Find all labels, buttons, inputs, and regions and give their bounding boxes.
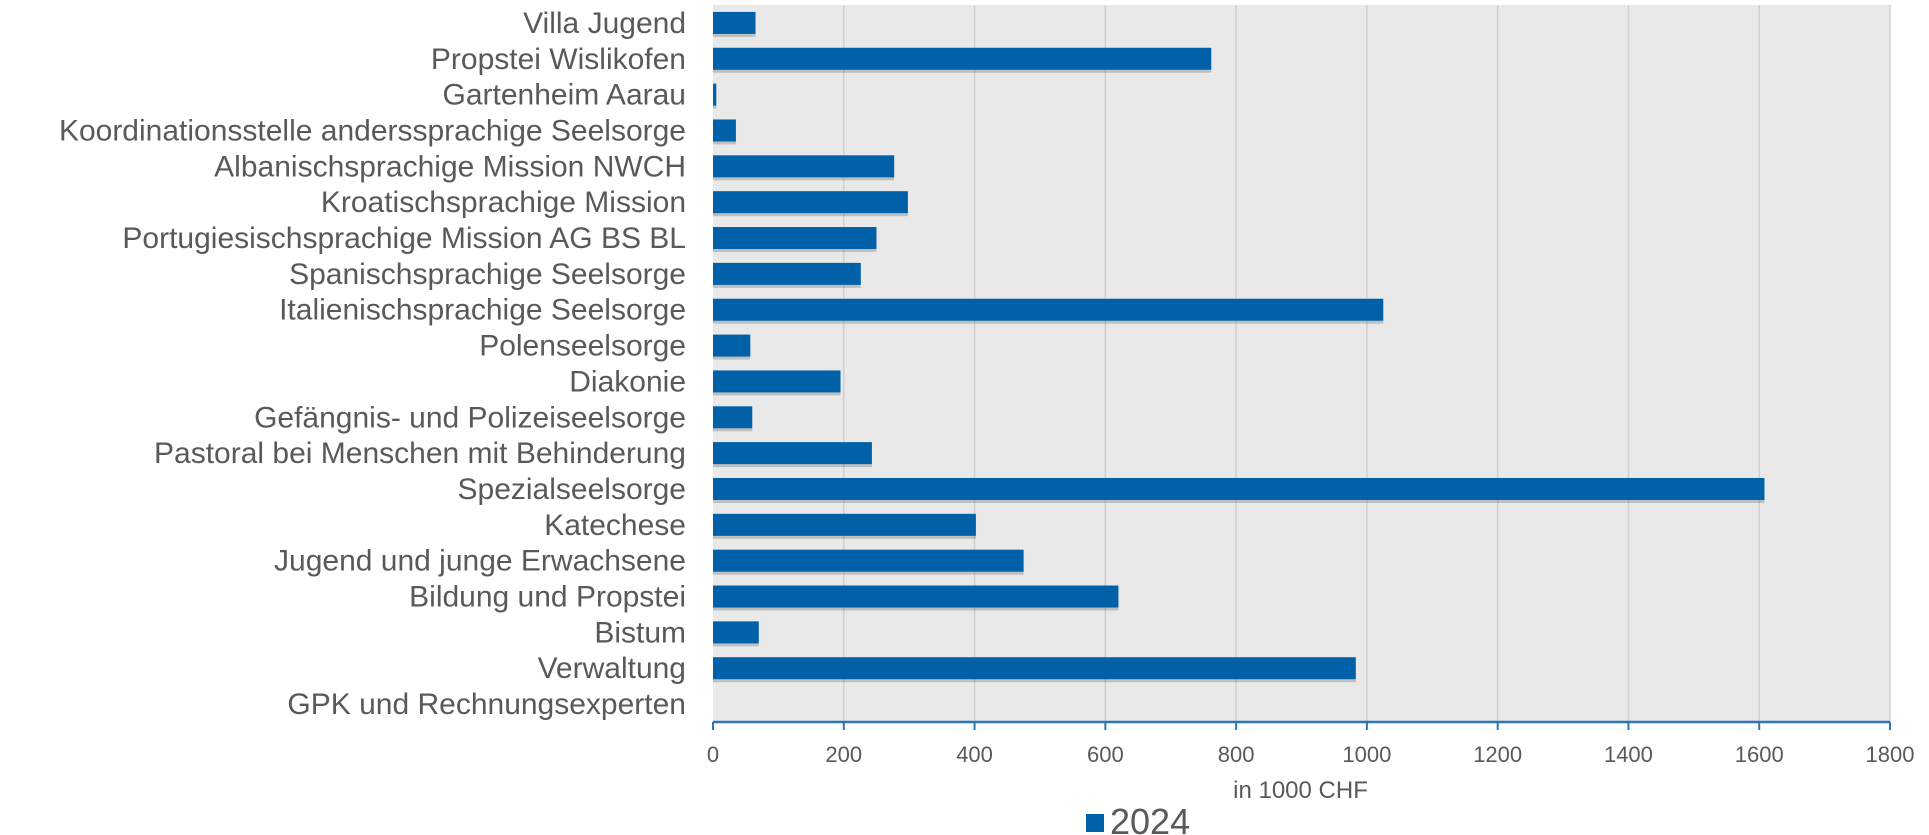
bar <box>713 406 753 429</box>
x-tick-label: 800 <box>1218 742 1255 767</box>
x-tick-label: 1400 <box>1604 742 1653 767</box>
x-tick-label: 1200 <box>1473 742 1522 767</box>
category-label: Verwaltung <box>538 652 686 685</box>
category-label: Portugiesischsprachige Mission AG BS BL <box>122 222 686 255</box>
x-tick-label: 200 <box>825 742 862 767</box>
x-tick-label: 1800 <box>1866 742 1915 767</box>
gridlines <box>843 5 1891 722</box>
category-label: Pastoral bei Menschen mit Behinderung <box>154 437 686 470</box>
bar <box>713 262 861 285</box>
x-axis <box>712 720 1891 730</box>
bar <box>713 477 1765 500</box>
bar <box>713 621 759 644</box>
category-label: Bildung und Propstei <box>409 581 686 614</box>
category-label: Bistum <box>594 616 686 649</box>
category-label: Polenseelsorge <box>479 330 686 363</box>
category-label: Koordinationsstelle anderssprachige Seel… <box>59 114 686 147</box>
bar <box>713 11 756 34</box>
x-tick-label: 0 <box>707 742 719 767</box>
category-label: Propstei Wislikofen <box>431 43 686 76</box>
x-tick-label: 1000 <box>1342 742 1391 767</box>
x-tick-label: 600 <box>1087 742 1124 767</box>
category-label: Albanischsprachige Mission NWCH <box>214 150 686 183</box>
bar <box>713 83 717 106</box>
x-axis-title: in 1000 CHF <box>1233 777 1368 804</box>
category-label: Italienischsprachige Seelsorge <box>279 294 686 327</box>
x-tick-label: 400 <box>956 742 993 767</box>
bar <box>713 657 1356 680</box>
bar <box>713 298 1384 321</box>
category-label: Villa Jugend <box>523 7 686 40</box>
bar <box>713 334 751 357</box>
bar <box>713 155 895 178</box>
category-label: Gefängnis- und Polizeiseelsorge <box>254 401 686 434</box>
category-label: Kroatischsprachige Mission <box>321 186 686 219</box>
bar <box>713 119 736 142</box>
category-label: Gartenheim Aarau <box>443 79 686 112</box>
bar <box>713 191 908 214</box>
bar <box>713 513 976 536</box>
category-label: Diakonie <box>569 365 686 398</box>
legend-label: 2024 <box>1110 801 1190 835</box>
x-tick-label: 1600 <box>1735 742 1784 767</box>
bar <box>713 585 1119 608</box>
legend-swatch <box>1086 814 1104 832</box>
category-label: Katechese <box>544 509 686 542</box>
bar <box>713 47 1212 70</box>
category-label: Spezialseelsorge <box>458 473 686 506</box>
bar <box>713 227 877 250</box>
category-label: Jugend und junge Erwachsene <box>274 545 686 578</box>
tick-labels: 0 200 400 600 800 1000 1200 1400 1600 1800 <box>707 742 1915 767</box>
plot-area <box>713 5 1890 722</box>
category-label: Spanischsprachige Seelsorge <box>289 258 686 291</box>
category-label: GPK und Rechnungsexperten <box>287 688 686 721</box>
bar <box>713 442 872 465</box>
legend: 2024 <box>1086 801 1190 835</box>
bar <box>713 549 1024 572</box>
bar <box>713 370 841 393</box>
bars <box>713 11 1765 683</box>
